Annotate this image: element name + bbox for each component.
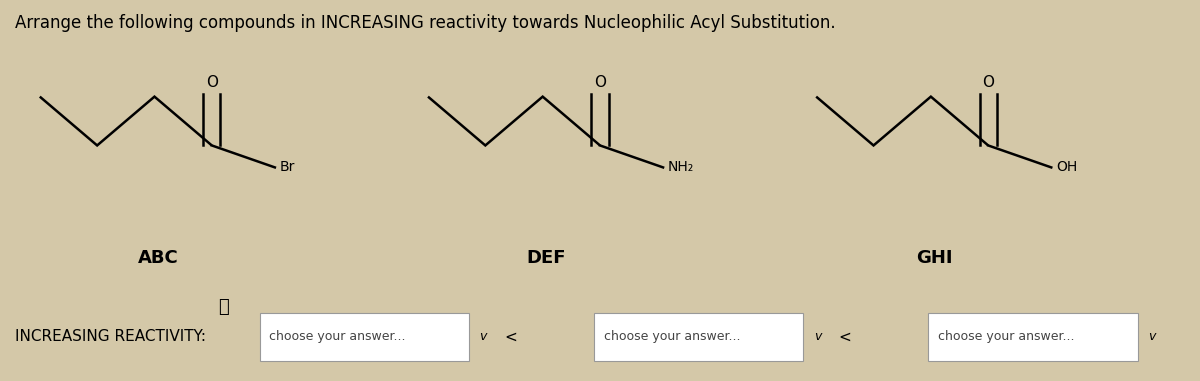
Text: GHI: GHI [916,249,953,267]
Text: <: < [504,330,517,344]
Text: OH: OH [1056,160,1078,174]
Text: O: O [594,75,606,90]
Text: v: v [1148,330,1156,343]
Text: INCREASING REACTIVITY:: INCREASING REACTIVITY: [14,330,205,344]
Text: v: v [814,330,821,343]
Text: choose your answer...: choose your answer... [938,330,1074,343]
Text: DEF: DEF [527,249,566,267]
Text: O: O [206,75,218,90]
FancyBboxPatch shape [594,312,803,361]
Text: Arrange the following compounds in INCREASING reactivity towards Nucleophilic Ac: Arrange the following compounds in INCRE… [14,14,835,32]
Text: NH₂: NH₂ [668,160,694,174]
Text: 👉: 👉 [218,298,229,316]
Text: O: O [982,75,994,90]
Text: choose your answer...: choose your answer... [269,330,406,343]
Text: Br: Br [280,160,295,174]
Text: v: v [479,330,487,343]
FancyBboxPatch shape [259,312,469,361]
Text: <: < [839,330,851,344]
Text: ABC: ABC [138,249,179,267]
FancyBboxPatch shape [929,312,1138,361]
Text: choose your answer...: choose your answer... [604,330,740,343]
